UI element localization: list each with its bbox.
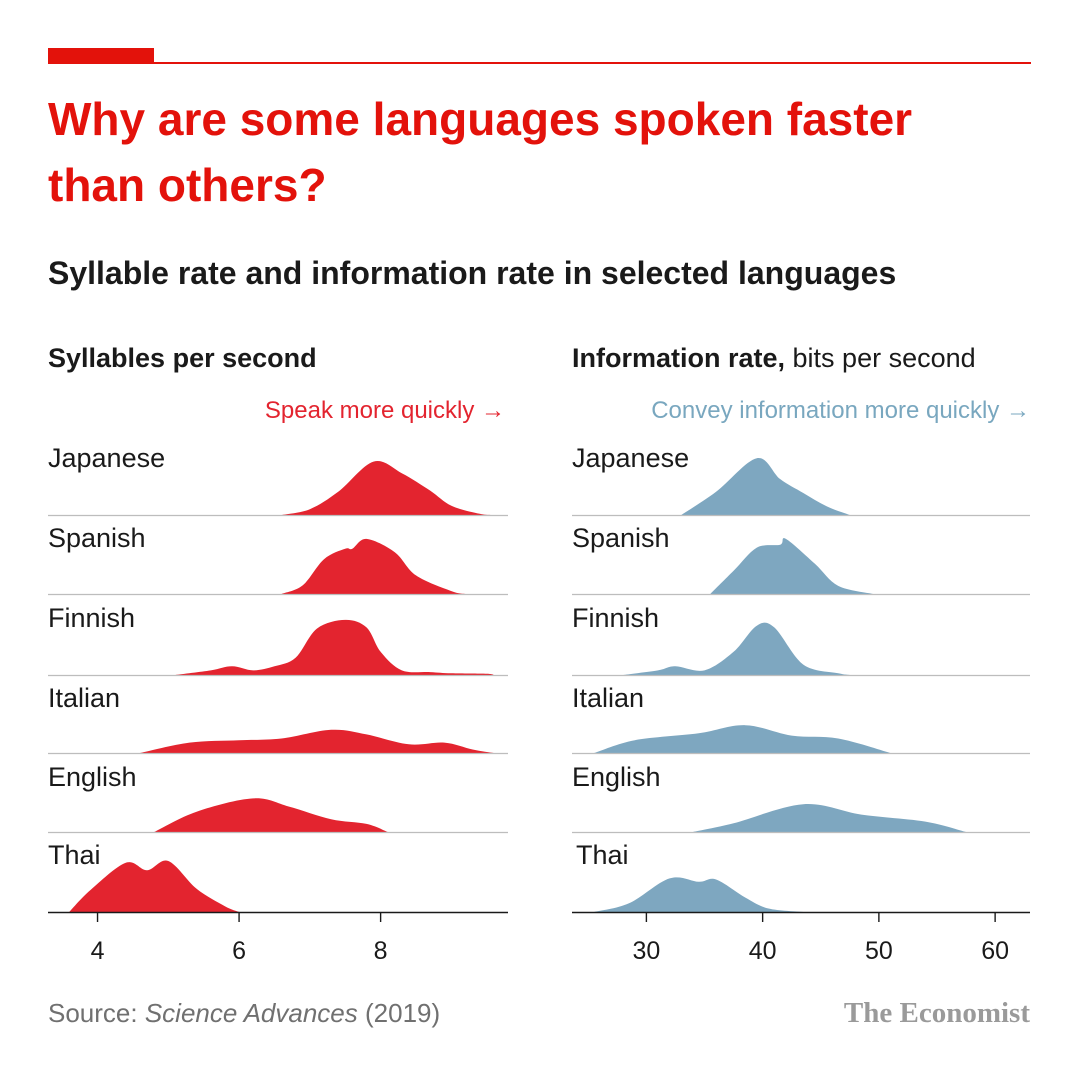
- language-label: Finnish: [572, 603, 659, 633]
- ridge-spanish: [281, 538, 466, 594]
- headline: Why are some languages spoken faster tha…: [48, 93, 913, 211]
- x-tick-label: 8: [374, 937, 388, 965]
- source-note: Source: Science Advances (2019): [48, 998, 440, 1029]
- panel-title-main: Syllables per second: [48, 343, 317, 373]
- top-rule: [48, 62, 1031, 64]
- ridge-thai: [69, 860, 240, 912]
- language-label: Japanese: [572, 443, 689, 473]
- ridge-japanese: [681, 458, 850, 515]
- ridge-finnish: [175, 619, 494, 675]
- language-label: Spanish: [48, 523, 146, 553]
- source-suffix: (2019): [357, 998, 441, 1028]
- panel-title-0: Syllables per second: [48, 343, 317, 373]
- direction-annotation-1: Convey information more quickly →: [651, 397, 1030, 424]
- brand-logo: The Economist: [843, 997, 1030, 1029]
- x-tick-label: 4: [91, 937, 105, 965]
- ridge-japanese: [281, 461, 494, 515]
- source-journal: Science Advances: [144, 998, 358, 1028]
- ridge-english: [154, 798, 388, 832]
- x-tick-label: 60: [981, 937, 1009, 965]
- x-tick-label: 40: [749, 937, 777, 965]
- ridge-italian: [140, 729, 494, 753]
- language-label: Italian: [48, 683, 120, 713]
- panel-title-main: Information rate,: [572, 343, 785, 373]
- language-label: Japanese: [48, 443, 165, 473]
- source-prefix: Source:: [48, 998, 145, 1028]
- x-tick-label: 50: [865, 937, 893, 965]
- x-tick-label: 6: [232, 937, 246, 965]
- ridge-spanish: [710, 538, 874, 594]
- language-label: English: [572, 762, 661, 792]
- subtitle: Syllable rate and information rate in se…: [48, 255, 897, 291]
- direction-annotation-0: Speak more quickly →: [265, 397, 505, 424]
- ridge-english: [692, 804, 967, 832]
- language-label: Finnish: [48, 603, 135, 633]
- language-label: Thai: [576, 840, 629, 870]
- ridge-finnish: [623, 622, 850, 675]
- language-label: English: [48, 762, 137, 792]
- language-label: Italian: [572, 683, 644, 713]
- ridge-thai: [594, 877, 804, 912]
- red-tag: [48, 48, 154, 62]
- x-tick-label: 30: [632, 937, 660, 965]
- panel-title-1: Information rate, bits per second: [572, 343, 976, 373]
- language-label: Spanish: [572, 523, 670, 553]
- language-label: Thai: [48, 840, 101, 870]
- panel-title-units: bits per second: [785, 343, 976, 373]
- ridge-italian: [594, 725, 891, 753]
